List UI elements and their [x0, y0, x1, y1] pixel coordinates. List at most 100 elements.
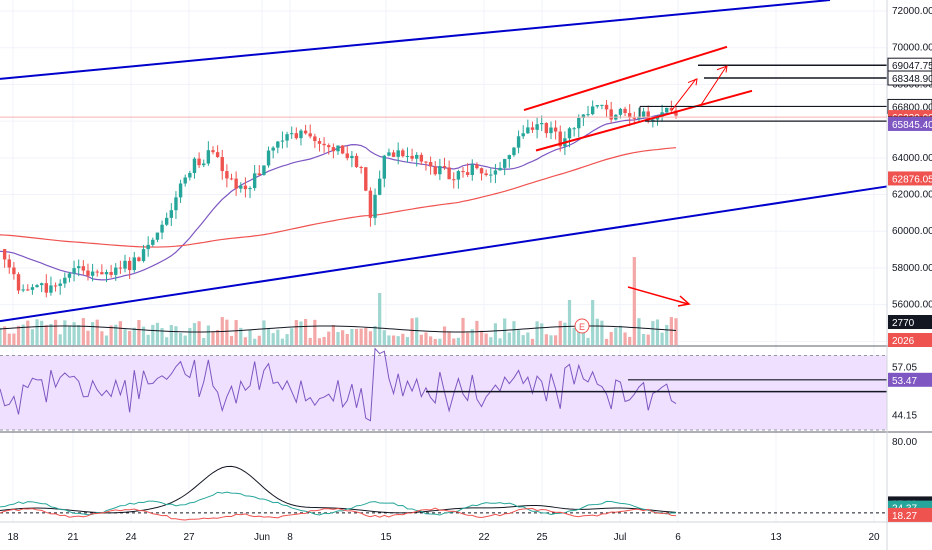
- price-axis-tick: 72000.00: [892, 6, 932, 17]
- candle-body: [627, 112, 632, 118]
- price-axis-tick: 56000.00: [892, 300, 932, 311]
- volume-bar: [637, 318, 641, 345]
- volume-bar: [7, 333, 11, 345]
- volume-bar: [151, 324, 155, 345]
- volume-bar: [447, 331, 451, 345]
- volume-bar: [489, 337, 493, 345]
- volume-bar: [100, 331, 104, 345]
- volume-bar: [484, 333, 488, 345]
- volume-bar: [359, 328, 363, 345]
- candle-body: [479, 168, 484, 174]
- candle-body: [49, 285, 53, 293]
- candle-body: [428, 162, 433, 167]
- volume-bar: [229, 335, 234, 345]
- volume-bar: [197, 321, 201, 345]
- candle-body: [151, 239, 155, 245]
- volume-bar: [225, 319, 229, 345]
- volume-bar: [91, 322, 95, 345]
- candle-body: [26, 289, 30, 291]
- price-tag: 69047.75: [887, 57, 932, 73]
- candle-body: [586, 114, 590, 116]
- volume-bar: [30, 329, 35, 345]
- price-axis-tick: 64000.00: [892, 153, 932, 164]
- price-tag-label: 69047.75: [892, 61, 932, 72]
- volume-bar: [507, 332, 511, 345]
- volume-bar: [535, 321, 539, 345]
- breakout-arrow-2: [699, 66, 727, 107]
- price-axis-tick: 60000.00: [892, 226, 932, 237]
- volume-bar: [591, 300, 595, 345]
- candle-body: [299, 130, 303, 139]
- candle-body: [141, 249, 146, 262]
- volume-decline-arrow: [627, 286, 689, 305]
- rsi-axis-tick: 44.15: [892, 411, 917, 422]
- time-axis-tick: 18: [7, 532, 19, 543]
- candle-body: [234, 178, 238, 189]
- volume-bar: [137, 320, 141, 345]
- volume-tag-box: [888, 315, 932, 329]
- candle-body: [317, 141, 322, 144]
- candle-body: [595, 105, 599, 107]
- candle-body: [405, 155, 410, 157]
- candle-body: [651, 119, 655, 121]
- volume-bar: [21, 324, 25, 345]
- candle-body: [604, 104, 609, 110]
- candle-body: [146, 244, 150, 250]
- volume-bar: [549, 335, 553, 345]
- candle-body: [169, 210, 174, 218]
- volume-bar: [58, 334, 62, 345]
- trend-drawings[interactable]: E: [0, 0, 888, 334]
- candle-body: [590, 106, 595, 115]
- volume-bar: [81, 318, 85, 345]
- volume-bar: [109, 325, 113, 345]
- candle-body: [206, 150, 211, 164]
- price-axis-tick: 70000.00: [892, 43, 932, 54]
- time-axis-tick: 8: [287, 532, 293, 543]
- volume-bar: [308, 337, 312, 345]
- candle-body: [16, 274, 21, 291]
- candle-body: [553, 127, 558, 132]
- volume-bar: [581, 322, 585, 345]
- candle-body: [313, 136, 317, 142]
- candle-body: [461, 171, 465, 173]
- volume-bar: [456, 337, 460, 345]
- candle-body: [558, 131, 562, 147]
- volume-bar: [239, 327, 243, 345]
- candle-body: [137, 257, 141, 262]
- volume-bar: [248, 330, 252, 345]
- volume-bar: [470, 329, 474, 345]
- candle-body: [512, 147, 516, 156]
- volume-bar: [169, 325, 173, 345]
- volume-bar: [266, 328, 271, 345]
- volume-bar: [382, 330, 386, 345]
- volume-bars: [0, 257, 678, 345]
- candle-body: [285, 134, 289, 141]
- candle-body: [257, 173, 261, 175]
- volume-tag-label: 2026: [892, 336, 915, 347]
- volume-bar: [331, 325, 335, 345]
- volume-bar: [211, 332, 215, 345]
- volume-bar: [401, 333, 405, 345]
- candle-body: [132, 257, 136, 271]
- candle-body: [188, 173, 192, 178]
- candle-body: [391, 152, 396, 157]
- fast-moving-average-line: [0, 112, 677, 281]
- candle-body: [21, 289, 25, 291]
- volume-bar: [419, 334, 423, 345]
- volume-bar: [341, 330, 345, 345]
- candle-body: [104, 272, 109, 275]
- volume-bar: [609, 331, 613, 345]
- volume-bar: [512, 321, 516, 345]
- candle-body: [364, 167, 368, 191]
- adx-axis-tick: 80.00: [892, 437, 917, 448]
- volume-bar: [530, 338, 535, 345]
- candle-body: [336, 145, 340, 152]
- volume-bar: [141, 326, 146, 345]
- volume-bar: [165, 337, 169, 345]
- candle-body: [489, 174, 493, 176]
- volume-bar: [632, 257, 636, 345]
- rsi-tag-box: [888, 372, 932, 387]
- volume-bar: [669, 317, 673, 345]
